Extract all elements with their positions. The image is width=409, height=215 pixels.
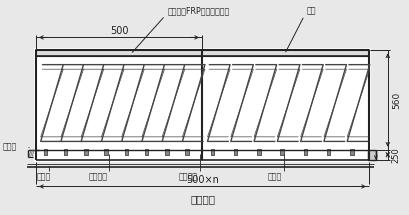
Text: 泛水板: 泛水板 [2, 142, 16, 151]
Bar [303, 149, 306, 155]
Bar [44, 149, 47, 155]
Text: 500: 500 [110, 26, 128, 36]
Bar [233, 149, 237, 155]
Bar [84, 149, 88, 155]
Text: 集水槽: 集水槽 [267, 172, 281, 181]
Text: 250: 250 [391, 147, 400, 163]
Bar [185, 149, 189, 155]
Text: 屋面板: 屋面板 [37, 172, 51, 181]
Bar [326, 149, 330, 155]
Bar [145, 149, 148, 155]
Bar [256, 149, 260, 155]
Bar [34, 48, 370, 162]
Text: 560: 560 [391, 91, 400, 109]
Bar [124, 149, 128, 155]
Bar [104, 149, 108, 155]
Text: 500×n: 500×n [186, 175, 218, 186]
Text: 电动阀板: 电动阀板 [178, 172, 197, 181]
Text: 骨架: 骨架 [306, 6, 315, 15]
Text: 洞口长度: 洞口长度 [189, 194, 214, 204]
Bar [280, 149, 283, 155]
Text: 防雨板（FRP或彩色钉板）: 防雨板（FRP或彩色钉板） [167, 6, 229, 15]
Bar [165, 149, 168, 155]
Text: 天窗基座: 天窗基座 [88, 172, 108, 181]
Bar [210, 149, 213, 155]
Bar [367, 150, 375, 160]
Bar [36, 50, 368, 56]
Bar [64, 149, 67, 155]
Bar [349, 149, 353, 155]
